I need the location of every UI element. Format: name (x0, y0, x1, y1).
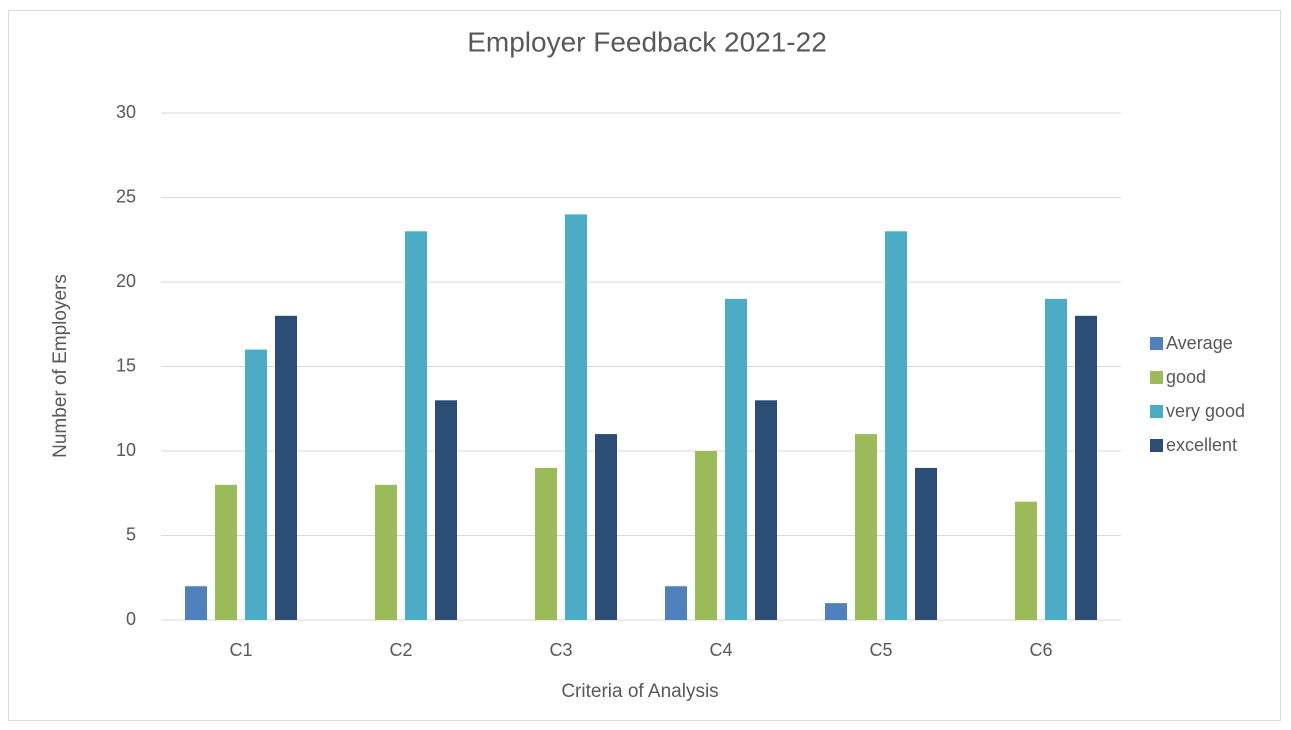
bar-excellent-C2 (435, 400, 457, 620)
x-tick-label: C2 (389, 640, 412, 660)
y-tick-label: 25 (116, 186, 136, 206)
bar-good-C2 (375, 484, 397, 620)
bar-very-good-C6 (1045, 298, 1067, 620)
y-axis-ticks: 0 5 10 15 20 25 30 (116, 102, 136, 629)
y-tick-label: 30 (116, 102, 136, 122)
y-tick-label: 5 (126, 524, 136, 544)
bar-Average-C1 (185, 586, 207, 620)
legend-swatch (1150, 371, 1163, 384)
y-axis-label: Number of Employers (50, 274, 71, 458)
bar-good-C4 (695, 451, 717, 620)
bar-very-good-C2 (405, 231, 427, 621)
bar-very-good-C4 (725, 298, 747, 620)
x-axis-label: Criteria of Analysis (561, 681, 718, 702)
legend-swatch (1150, 337, 1163, 350)
bar-excellent-C3 (595, 434, 617, 620)
x-tick-label: C3 (549, 640, 572, 660)
bar-Average-C4 (665, 586, 687, 620)
bar-very-good-C1 (245, 349, 267, 620)
legend-label: excellent (1166, 435, 1237, 455)
legend-swatch (1150, 439, 1163, 452)
legend-label: good (1166, 367, 1206, 387)
bar-good-C5 (855, 434, 877, 620)
bar-very-good-C5 (885, 231, 907, 621)
bars (185, 214, 1097, 621)
bar-very-good-C3 (565, 214, 587, 620)
legend-label: Average (1166, 333, 1233, 353)
bar-excellent-C1 (275, 315, 297, 620)
x-tick-label: C1 (229, 640, 252, 660)
bar-excellent-C5 (915, 467, 937, 620)
y-tick-label: 20 (116, 271, 136, 291)
legend: Average good very good excellent (1150, 333, 1245, 455)
bar-good-C6 (1015, 501, 1037, 620)
x-tick-label: C4 (709, 640, 732, 660)
y-tick-label: 0 (126, 609, 136, 629)
bar-good-C3 (535, 467, 557, 620)
gridlines (161, 112, 1121, 621)
bar-excellent-C6 (1075, 315, 1097, 620)
x-axis-ticks: C1 C2 C3 C4 C5 C6 (229, 640, 1052, 660)
x-tick-label: C5 (869, 640, 892, 660)
bar-good-C1 (215, 484, 237, 620)
bar-Average-C5 (825, 603, 847, 620)
y-tick-label: 10 (116, 440, 136, 460)
x-tick-label: C6 (1029, 640, 1052, 660)
chart-title: Employer Feedback 2021-22 (467, 26, 827, 57)
y-tick-label: 15 (116, 355, 136, 375)
legend-swatch (1150, 405, 1163, 418)
legend-label: very good (1166, 401, 1245, 421)
bar-excellent-C4 (755, 400, 777, 620)
